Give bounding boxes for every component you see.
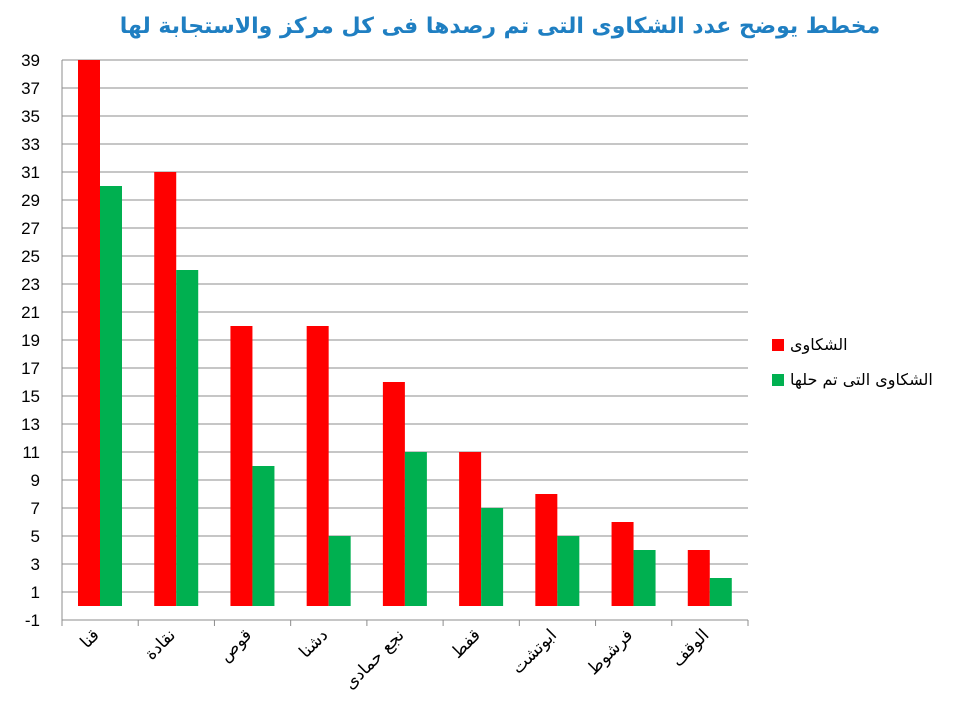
y-tick-label: 7 <box>31 499 40 518</box>
category-label: ابوتشت <box>508 625 561 678</box>
bar-resolved <box>481 508 504 606</box>
bar-complaints <box>687 550 710 606</box>
bar-complaints <box>230 326 253 606</box>
legend: الشكاوى الشكاوى التى تم حلها <box>772 335 933 390</box>
y-tick-label: 39 <box>21 51 40 70</box>
bar-complaints <box>535 494 558 606</box>
axes <box>61 60 749 626</box>
bar-resolved <box>328 536 351 606</box>
bar-complaints <box>154 172 177 606</box>
category-label: نجع حمادى <box>340 625 408 693</box>
y-tick-label: 35 <box>21 107 40 126</box>
y-tick-label: 17 <box>21 359 40 378</box>
y-tick-label: 29 <box>21 191 40 210</box>
category-labels: قنا نقادة قوص دشنا نجع حمادى قفط ابوتشت فرشوط ال… <box>76 625 713 693</box>
bar-resolved <box>100 186 122 606</box>
y-tick-label: 37 <box>21 79 40 98</box>
bar-complaints <box>306 326 329 606</box>
bar-resolved <box>176 270 199 606</box>
legend-label: الشكاوى <box>790 335 848 355</box>
bars <box>78 60 732 606</box>
bar-resolved <box>709 578 732 606</box>
category-label: الوقف <box>668 625 714 671</box>
y-tick-label: 19 <box>21 331 40 350</box>
bar-complaints <box>78 60 100 606</box>
bar-resolved <box>633 550 656 606</box>
y-tick-label: 25 <box>21 247 40 266</box>
y-tick-label: -1 <box>25 611 40 630</box>
bar-complaints <box>611 522 634 606</box>
category-label: قنا <box>76 625 103 652</box>
bar-complaints <box>382 382 405 606</box>
category-label: قوص <box>215 625 256 666</box>
bar-resolved <box>404 452 427 606</box>
bar-resolved <box>252 466 275 606</box>
y-tick-label: 9 <box>31 471 40 490</box>
category-label: فرشوط <box>583 625 637 679</box>
y-tick-label: 33 <box>21 135 40 154</box>
y-tick-label: 11 <box>22 443 40 462</box>
y-tick-label: 13 <box>21 415 40 434</box>
y-tick-label: 31 <box>21 163 40 182</box>
category-label: نقادة <box>141 625 180 664</box>
chart-title: مخطط يوضح عدد الشكاوى التى تم رصدها فى ك… <box>119 14 881 39</box>
y-tick-label: 15 <box>21 387 40 406</box>
y-tick-label: 5 <box>31 527 40 546</box>
bar-complaints <box>459 452 482 606</box>
legend-label: الشكاوى التى تم حلها <box>790 370 933 390</box>
legend-swatch <box>772 374 784 386</box>
y-tick-label: 3 <box>31 555 40 574</box>
bar-resolved <box>557 536 580 606</box>
y-tick-label: 21 <box>21 303 40 322</box>
legend-swatch <box>772 339 784 351</box>
y-tick-label: 1 <box>31 583 40 602</box>
category-label: دشنا <box>295 625 332 662</box>
category-label: قفط <box>447 625 484 662</box>
y-tick-label: 23 <box>21 275 40 294</box>
y-tick-label: 27 <box>21 219 40 238</box>
